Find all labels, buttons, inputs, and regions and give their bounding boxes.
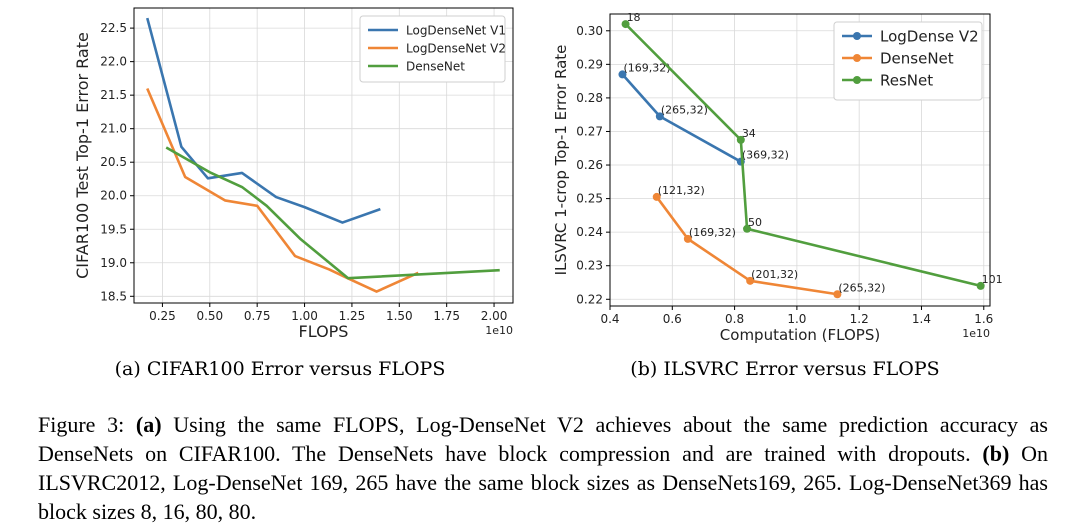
legend-marker [853, 76, 861, 84]
y-axis-label: ILSVRC 1-crop Top-1 Error Rate [552, 45, 570, 276]
series-resnet: 18 34 50 101 [621, 11, 1003, 290]
caption-b-text: On ILSVRC2012, Log-DenseNet 169, 265 hav… [38, 441, 1048, 524]
series-logdensenet-v2 [146, 87, 419, 293]
caption-a-text: Using the same FLOPS, Log-DenseNet V2 ac… [38, 412, 1048, 466]
chart-ilsvrc: 0.4 0.6 0.8 1.0 1.2 1.4 1.6 0.22 0.23 0.24 0.25 0.2… [540, 0, 1080, 350]
legend-label: DenseNet [880, 49, 954, 67]
data-label: (201,32) [751, 268, 798, 281]
y-tick-label: 0.23 [576, 259, 603, 273]
y-tick-label: 21.5 [100, 88, 127, 102]
data-label: 50 [748, 216, 762, 229]
data-label: 101 [982, 273, 1003, 286]
x-tick-label: 0.50 [196, 309, 223, 323]
y-tick-label: 0.24 [576, 225, 603, 239]
data-label: (121,32) [658, 184, 705, 197]
y-tick-label: 22.0 [100, 55, 127, 69]
series-line [146, 17, 381, 224]
chart-svg: 0.4 0.6 0.8 1.0 1.2 1.4 1.6 0.22 0.23 0.24 0.25 0.2… [552, 11, 1003, 344]
subcaption-a: (a) CIFAR100 Error versus FLOPS [114, 358, 446, 380]
y-tick-label: 20.0 [100, 189, 127, 203]
y-tick-label: 0.29 [576, 57, 603, 71]
x-tick-label: 0.75 [244, 309, 271, 323]
data-point [652, 192, 661, 201]
x-tick-label: 1.0 [787, 312, 806, 326]
data-point [655, 112, 664, 121]
x-tick-label: 1.25 [339, 309, 366, 323]
series-line [621, 73, 742, 163]
data-point [736, 135, 745, 144]
legend-marker [853, 32, 861, 40]
series-line [655, 196, 838, 296]
x-offset-label: 1e10 [962, 327, 990, 340]
legend: LogDense V2 DenseNet ResNet [833, 21, 983, 101]
legend: LogDenseNet V1 LogDenseNet V2 DenseNet [359, 15, 506, 83]
y-tick-label: 0.28 [576, 91, 603, 105]
y-tick-label: 0.26 [576, 158, 603, 172]
legend-label: LogDenseNet V1 [406, 23, 506, 37]
y-tick-label: 0.27 [576, 124, 603, 138]
data-point [746, 276, 755, 285]
y-tick-label: 19.5 [100, 222, 127, 236]
x-tick-label: 0.8 [725, 312, 744, 326]
x-tick-label: 1.2 [850, 312, 869, 326]
data-label: (369,32) [742, 149, 789, 162]
series-logdense-v2: (169,32) (265,32) (369,32) [618, 61, 789, 166]
plot-frame [133, 7, 514, 304]
x-axis-label: Computation (FLOPS) [720, 326, 880, 344]
data-label: (265,32) [661, 103, 708, 116]
data-label: (169,32) [689, 226, 736, 239]
series-line [624, 23, 981, 288]
x-tick-label: 1.4 [912, 312, 931, 326]
x-tick-label: 0.25 [149, 309, 176, 323]
data-label: 18 [627, 11, 641, 24]
caption-b-label: (b) [982, 441, 1010, 466]
data-point [976, 281, 985, 290]
figure-label: Figure 3: [38, 412, 125, 437]
x-axis-label: FLOPS [299, 322, 349, 341]
series-line [165, 146, 500, 280]
y-tick-label: 18.5 [100, 289, 127, 303]
y-tick-label: 0.30 [576, 24, 603, 38]
series-densenet [165, 146, 500, 280]
chart-cifar100: 0.25 0.50 0.75 1.00 1.25 1.50 1.75 2.00 18.5 19.0… [0, 0, 540, 350]
data-point [621, 20, 630, 29]
y-tick-label: 21.0 [100, 122, 127, 136]
x-tick-label: 0.4 [600, 312, 619, 326]
x-tick-label: 1.6 [974, 312, 993, 326]
data-point [683, 234, 692, 243]
data-point [618, 70, 627, 79]
data-label: (265,32) [838, 281, 885, 294]
legend-label: LogDenseNet V2 [406, 41, 506, 55]
x-tick-label: 0.6 [663, 312, 682, 326]
series-densenet: (121,32) (169,32) (201,32) (265,32) [652, 184, 885, 299]
y-tick-label: 20.5 [100, 155, 127, 169]
x-offset-label: 1e10 [485, 324, 513, 337]
legend-label: DenseNet [406, 59, 465, 73]
x-tick-label: 2.00 [481, 309, 508, 323]
y-tick-label: 22.5 [100, 21, 127, 35]
legend-label: LogDense V2 [880, 27, 979, 45]
plot-frame [609, 13, 991, 307]
figure-caption: Figure 3: (a) Using the same FLOPS, Log-… [38, 410, 1048, 526]
series-logdensenet-v1 [146, 17, 381, 224]
y-tick-label: 0.25 [576, 192, 603, 206]
chart-svg: 0.25 0.50 0.75 1.00 1.25 1.50 1.75 2.00 18.5 19.0… [73, 7, 514, 341]
data-label: 34 [742, 127, 756, 140]
series-line [146, 87, 419, 293]
y-axis-label: CIFAR100 Test Top-1 Error Rate [73, 32, 92, 279]
legend-label: ResNet [880, 71, 933, 89]
y-tick-label: 19.0 [100, 256, 127, 270]
x-tick-label: 1.75 [433, 309, 460, 323]
data-point [833, 290, 842, 299]
subcaption-b: (b) ILSVRC Error versus FLOPS [630, 358, 940, 380]
data-label: (169,32) [623, 61, 670, 74]
data-point [743, 224, 752, 233]
x-tick-label: 1.00 [291, 309, 318, 323]
x-tick-label: 1.50 [386, 309, 413, 323]
legend-marker [853, 54, 861, 62]
y-tick-label: 0.22 [576, 292, 603, 306]
caption-a-label: (a) [135, 412, 162, 437]
